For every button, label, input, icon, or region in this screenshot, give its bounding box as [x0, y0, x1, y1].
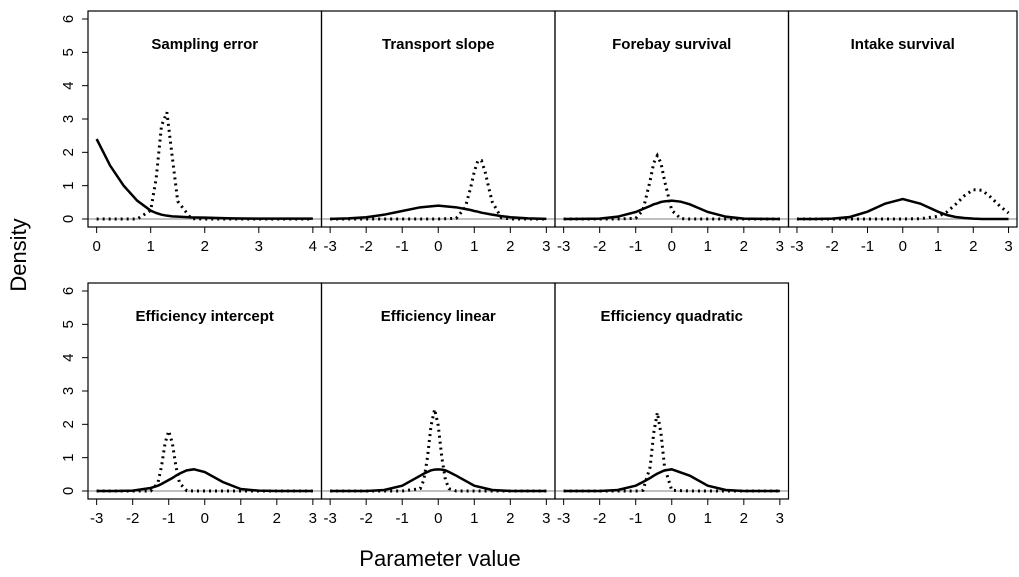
x-tick-label: 3 [776, 238, 784, 255]
x-tick-label: 2 [740, 238, 748, 255]
x-tick-label: 3 [542, 510, 550, 527]
x-tick-label: 1 [704, 238, 712, 255]
x-tick-label: -3 [90, 510, 103, 527]
y-tick-label: 6 [60, 287, 77, 295]
density-line [96, 425, 313, 493]
density-line [563, 199, 780, 221]
x-tick-label: 2 [740, 510, 748, 527]
x-tick-label: -1 [162, 510, 175, 527]
panel-title: Efficiency linear [381, 308, 496, 325]
y-tick-label: 2 [60, 420, 77, 428]
density-line [796, 188, 1010, 221]
y-tick-label: 5 [60, 48, 77, 56]
x-tick-label: 0 [668, 238, 676, 255]
x-tick-label: -3 [557, 238, 570, 255]
x-tick-label: 0 [434, 510, 442, 527]
density-line [330, 204, 547, 221]
x-tick-label: 3 [255, 238, 263, 255]
x-axis-label: Parameter value [359, 546, 520, 571]
density-line [96, 468, 313, 493]
x-tick-label: -2 [126, 510, 139, 527]
x-tick-label: 4 [309, 238, 317, 255]
x-tick-label: 1 [470, 510, 478, 527]
y-tick-label: 4 [60, 81, 77, 89]
y-tick-label: 3 [60, 387, 77, 395]
x-tick-label: -1 [861, 238, 874, 255]
y-axis-label: Density [6, 218, 31, 291]
x-tick-label: -3 [323, 238, 336, 255]
x-tick-label: 3 [309, 510, 317, 527]
x-tick-label: -2 [360, 510, 373, 527]
panel-title: Forebay survival [612, 36, 731, 53]
x-tick-label: -3 [790, 238, 803, 255]
x-tick-label: -2 [593, 510, 606, 527]
x-tick-label: 2 [201, 238, 209, 255]
x-tick-label: -3 [557, 510, 570, 527]
x-tick-label: 1 [147, 238, 155, 255]
x-tick-label: 1 [470, 238, 478, 255]
y-tick-label: 6 [60, 15, 77, 23]
x-tick-label: 1 [934, 238, 942, 255]
x-tick-label: -3 [323, 510, 336, 527]
x-tick-label: -1 [629, 510, 642, 527]
density-line [796, 197, 1009, 221]
y-tick-label: 1 [60, 181, 77, 189]
density-line [95, 138, 313, 220]
x-tick-label: 0 [434, 238, 442, 255]
y-tick-label: 0 [60, 487, 77, 495]
x-tick-label: -1 [396, 510, 409, 527]
panel-title: Transport slope [382, 36, 495, 53]
x-tick-label: 1 [237, 510, 245, 527]
y-tick-label: 0 [60, 215, 77, 223]
density-line [563, 412, 780, 493]
x-tick-label: 0 [201, 510, 209, 527]
density-line [330, 159, 547, 221]
density-line [96, 111, 313, 221]
panel-title: Intake survival [851, 36, 955, 53]
x-tick-label: -2 [593, 238, 606, 255]
density-line [330, 468, 547, 493]
x-tick-label: 1 [704, 510, 712, 527]
x-tick-label: 2 [506, 510, 514, 527]
x-tick-label: 0 [92, 238, 100, 255]
x-tick-label: 3 [1004, 238, 1012, 255]
density-line [330, 409, 547, 493]
x-tick-label: 0 [899, 238, 907, 255]
x-tick-label: -1 [396, 238, 409, 255]
y-tick-label: 1 [60, 453, 77, 461]
x-tick-label: 3 [776, 510, 784, 527]
x-tick-label: -2 [360, 238, 373, 255]
x-tick-label: 3 [542, 238, 550, 255]
y-tick-label: 5 [60, 320, 77, 328]
x-tick-label: 2 [506, 238, 514, 255]
density-line [563, 152, 780, 221]
panel-title: Sampling error [151, 36, 258, 53]
x-tick-label: 2 [273, 510, 281, 527]
panel-title: Efficiency quadratic [600, 308, 743, 325]
x-tick-label: 0 [668, 510, 676, 527]
y-tick-label: 4 [60, 353, 77, 361]
y-tick-label: 2 [60, 148, 77, 156]
x-tick-label: -2 [826, 238, 839, 255]
x-tick-label: 2 [969, 238, 977, 255]
y-tick-label: 3 [60, 115, 77, 123]
x-tick-label: -1 [629, 238, 642, 255]
panel-title: Efficiency intercept [136, 308, 274, 325]
